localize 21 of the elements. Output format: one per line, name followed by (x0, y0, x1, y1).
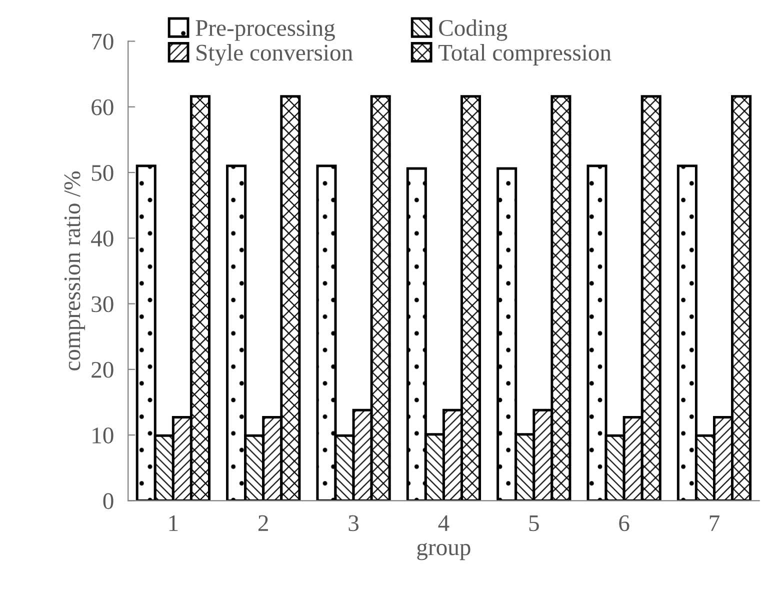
x-tick-label: 2 (258, 515, 268, 531)
x-axis-title: group (417, 542, 470, 560)
x-tick-label: 5 (529, 515, 539, 532)
legend-label: Style conversion (196, 44, 353, 66)
x-tick-label: 1 (169, 515, 178, 531)
y-axis-title: compression ratio /% (64, 171, 86, 370)
y-tick-label: 10 (92, 428, 114, 444)
y-tick-label: 30 (92, 296, 114, 312)
legend-label: Total compression (438, 44, 612, 66)
legend-label: Coding (439, 19, 508, 41)
y-tick-label: 40 (91, 230, 114, 247)
y-tick-label: 0 (103, 493, 114, 510)
y-tick-label: 70 (92, 34, 114, 50)
x-tick-label: 4 (438, 515, 450, 531)
x-tick-label: 7 (710, 515, 720, 531)
y-tick-label: 20 (92, 362, 114, 378)
y-tick-label: 60 (92, 99, 114, 116)
y-tick-label: 50 (92, 164, 114, 181)
x-tick-label: 6 (619, 515, 630, 532)
legend-label: Pre-processing (196, 20, 335, 41)
x-tick-label: 3 (348, 515, 359, 532)
